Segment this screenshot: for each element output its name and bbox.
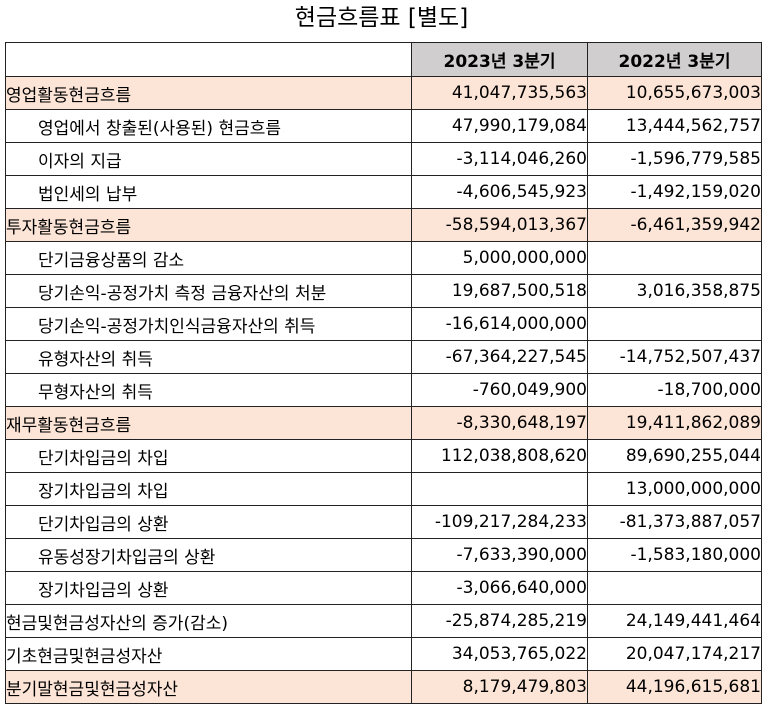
table-row-closing-cash: 분기말현금및현금성자산 8,179,479,803 44,196,615,681 — [5, 670, 762, 704]
row-label: 재무활동현금흐름 — [5, 406, 412, 440]
value-2023q3: 19,687,500,518 — [411, 274, 588, 308]
value-2023q3: -25,874,285,219 — [411, 604, 588, 638]
table-header-row: 2023년 3분기 2022년 3분기 — [5, 42, 762, 77]
value-2022q3: -1,583,180,000 — [587, 538, 762, 572]
value-2022q3 — [587, 241, 762, 275]
row-label: 유형자산의 취득 — [5, 340, 412, 374]
value-2023q3: 41,047,735,563 — [411, 76, 588, 110]
table-row: 장기차입금의 상환 -3,066,640,000 — [5, 571, 762, 605]
value-2023q3: -4,606,545,923 — [411, 175, 588, 209]
value-2022q3: 3,016,358,875 — [587, 274, 762, 308]
table-row: 단기차입금의 상환 -109,217,284,233 -81,373,887,0… — [5, 505, 762, 539]
table-row: 법인세의 납부 -4,606,545,923 -1,492,159,020 — [5, 175, 762, 209]
row-label: 기초현금및현금성자산 — [5, 637, 412, 671]
cash-flow-table: 2023년 3분기 2022년 3분기 영업활동현금흐름 41,047,735,… — [5, 42, 762, 704]
value-2023q3: -109,217,284,233 — [411, 505, 588, 539]
value-2022q3: 89,690,255,044 — [587, 439, 762, 473]
page-title: 현금흐름표 [별도] — [294, 5, 469, 31]
row-label: 영업활동현금흐름 — [5, 76, 412, 110]
row-label: 유동성장기차입금의 상환 — [5, 538, 412, 572]
value-2023q3: -8,330,648,197 — [411, 406, 588, 440]
value-2022q3: 13,444,562,757 — [587, 109, 762, 143]
value-2022q3: -14,752,507,437 — [587, 340, 762, 374]
table-row: 장기차입금의 차입 13,000,000,000 — [5, 472, 762, 506]
value-2022q3: 10,655,673,003 — [587, 76, 762, 110]
table-row: 무형자산의 취득 -760,049,900 -18,700,000 — [5, 373, 762, 407]
value-2022q3: 44,196,615,681 — [587, 670, 762, 704]
value-2023q3: 5,000,000,000 — [411, 241, 588, 275]
table-row-operating-total: 영업활동현금흐름 41,047,735,563 10,655,673,003 — [5, 76, 762, 110]
row-label: 단기차입금의 차입 — [5, 439, 412, 473]
table-row-investing-total: 투자활동현금흐름 -58,594,013,367 -6,461,359,942 — [5, 208, 762, 242]
value-2023q3: -16,614,000,000 — [411, 307, 588, 341]
table-row: 유형자산의 취득 -67,364,227,545 -14,752,507,437 — [5, 340, 762, 374]
row-label: 법인세의 납부 — [5, 175, 412, 209]
column-header-2022q3: 2022년 3분기 — [587, 42, 762, 77]
value-2023q3 — [411, 472, 588, 506]
table-row: 단기금융상품의 감소 5,000,000,000 — [5, 241, 762, 275]
table-row: 당기손익-공정가치인식금융자산의 취득 -16,614,000,000 — [5, 307, 762, 341]
value-2022q3 — [587, 571, 762, 605]
row-label: 당기손익-공정가치 측정 금융자산의 처분 — [5, 274, 412, 308]
row-label: 무형자산의 취득 — [5, 373, 412, 407]
table-row-financing-total: 재무활동현금흐름 -8,330,648,197 19,411,862,089 — [5, 406, 762, 440]
table-row: 당기손익-공정가치 측정 금융자산의 처분 19,687,500,518 3,0… — [5, 274, 762, 308]
value-2023q3: 34,053,765,022 — [411, 637, 588, 671]
value-2023q3: 47,990,179,084 — [411, 109, 588, 143]
row-label: 장기차입금의 상환 — [5, 571, 412, 605]
value-2023q3: 8,179,479,803 — [411, 670, 588, 704]
value-2022q3: 19,411,862,089 — [587, 406, 762, 440]
value-2022q3: -6,461,359,942 — [587, 208, 762, 242]
row-label: 투자활동현금흐름 — [5, 208, 412, 242]
table-row-opening-cash: 기초현금및현금성자산 34,053,765,022 20,047,174,217 — [5, 637, 762, 671]
header-blank-cell — [5, 42, 412, 77]
row-label: 당기손익-공정가치인식금융자산의 취득 — [5, 307, 412, 341]
table-row: 단기차입금의 차입 112,038,808,620 89,690,255,044 — [5, 439, 762, 473]
value-2022q3: -1,596,779,585 — [587, 142, 762, 176]
row-label: 단기차입금의 상환 — [5, 505, 412, 539]
value-2023q3: -67,364,227,545 — [411, 340, 588, 374]
value-2023q3: -3,066,640,000 — [411, 571, 588, 605]
row-label: 이자의 지급 — [5, 142, 412, 176]
table-row: 영업에서 창출된(사용된) 현금흐름 47,990,179,084 13,444… — [5, 109, 762, 143]
value-2023q3: -3,114,046,260 — [411, 142, 588, 176]
row-label: 현금및현금성자산의 증가(감소) — [5, 604, 412, 638]
table-row: 이자의 지급 -3,114,046,260 -1,596,779,585 — [5, 142, 762, 176]
table-row-cash-change: 현금및현금성자산의 증가(감소) -25,874,285,219 24,149,… — [5, 604, 762, 638]
value-2022q3: -81,373,887,057 — [587, 505, 762, 539]
value-2023q3: 112,038,808,620 — [411, 439, 588, 473]
value-2022q3: 24,149,441,464 — [587, 604, 762, 638]
value-2023q3: -58,594,013,367 — [411, 208, 588, 242]
value-2022q3: -18,700,000 — [587, 373, 762, 407]
value-2022q3: 13,000,000,000 — [587, 472, 762, 506]
value-2022q3 — [587, 307, 762, 341]
value-2022q3: -1,492,159,020 — [587, 175, 762, 209]
row-label: 장기차입금의 차입 — [5, 472, 412, 506]
value-2023q3: -760,049,900 — [411, 373, 588, 407]
table-row: 유동성장기차입금의 상환 -7,633,390,000 -1,583,180,0… — [5, 538, 762, 572]
row-label: 분기말현금및현금성자산 — [5, 670, 412, 704]
row-label: 영업에서 창출된(사용된) 현금흐름 — [5, 109, 412, 143]
value-2022q3: 20,047,174,217 — [587, 637, 762, 671]
column-header-2023q3: 2023년 3분기 — [411, 42, 588, 77]
value-2023q3: -7,633,390,000 — [411, 538, 588, 572]
row-label: 단기금융상품의 감소 — [5, 241, 412, 275]
